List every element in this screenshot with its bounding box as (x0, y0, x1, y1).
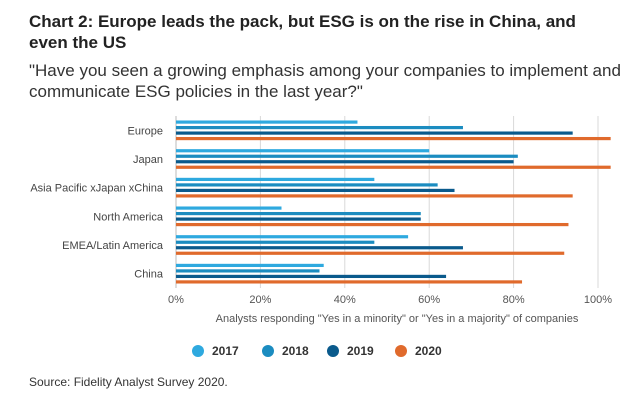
x-tick-label: 20% (249, 294, 271, 306)
legend-item: 2020 (395, 342, 442, 360)
bar-2019 (176, 160, 514, 164)
legend-label: 2018 (282, 344, 309, 358)
legend-swatch (192, 345, 204, 357)
legend-item: 2017 (192, 342, 239, 360)
legend-swatch (262, 345, 274, 357)
category-label: Asia Pacific xJapan xChina (30, 183, 164, 195)
legend-swatch (327, 345, 339, 357)
legend-item: 2018 (262, 342, 309, 360)
bar-2017 (176, 206, 282, 210)
bar-2020 (176, 222, 569, 227)
bar-2017 (176, 149, 430, 153)
bar-2017 (176, 235, 409, 239)
legend-item: 2019 (327, 342, 374, 360)
bar-2019 (176, 274, 447, 279)
bar-2018 (176, 183, 438, 187)
bar-2018 (176, 154, 518, 158)
bar-2020 (176, 136, 611, 141)
legend: 2017 2018 2019 2020 (0, 342, 631, 360)
bar-2017 (176, 177, 375, 182)
bar-2019 (176, 246, 463, 250)
source-note: Source: Fidelity Analyst Survey 2020. (29, 375, 228, 389)
bar-2017 (176, 263, 324, 268)
x-tick-label: 40% (334, 294, 356, 306)
chart-title: Chart 2: Europe leads the pack, but ESG … (29, 12, 576, 52)
bar-2019 (176, 217, 421, 221)
chart-subtitle: "Have you seen a growing emphasis among … (29, 61, 621, 101)
category-label: China (134, 269, 164, 281)
bar-2018 (176, 211, 421, 216)
bar-2020 (176, 165, 611, 169)
x-tick-label: 60% (418, 294, 440, 306)
x-tick-label: 100% (584, 294, 612, 306)
legend-label: 2020 (415, 344, 442, 358)
category-label: Japan (133, 154, 163, 166)
bar-2020 (176, 194, 573, 198)
legend-label: 2019 (347, 344, 374, 358)
bar-2018 (176, 269, 320, 273)
bar-2018 (176, 125, 463, 130)
x-axis-title: Analysts responding "Yes in a minority" … (216, 313, 579, 325)
category-label: EMEA/Latin America (62, 240, 164, 252)
legend-swatch (395, 345, 407, 357)
x-tick-label: 80% (503, 294, 525, 306)
bar-2018 (176, 240, 375, 244)
bar-2020 (176, 280, 523, 284)
category-label: North America (93, 211, 164, 223)
x-tick-label: 0% (168, 294, 184, 306)
category-label: Europe (128, 125, 163, 137)
bar-2019 (176, 131, 573, 135)
bar-2019 (176, 188, 455, 193)
legend-label: 2017 (212, 344, 239, 358)
bar-2017 (176, 120, 358, 124)
bar-2020 (176, 251, 565, 255)
